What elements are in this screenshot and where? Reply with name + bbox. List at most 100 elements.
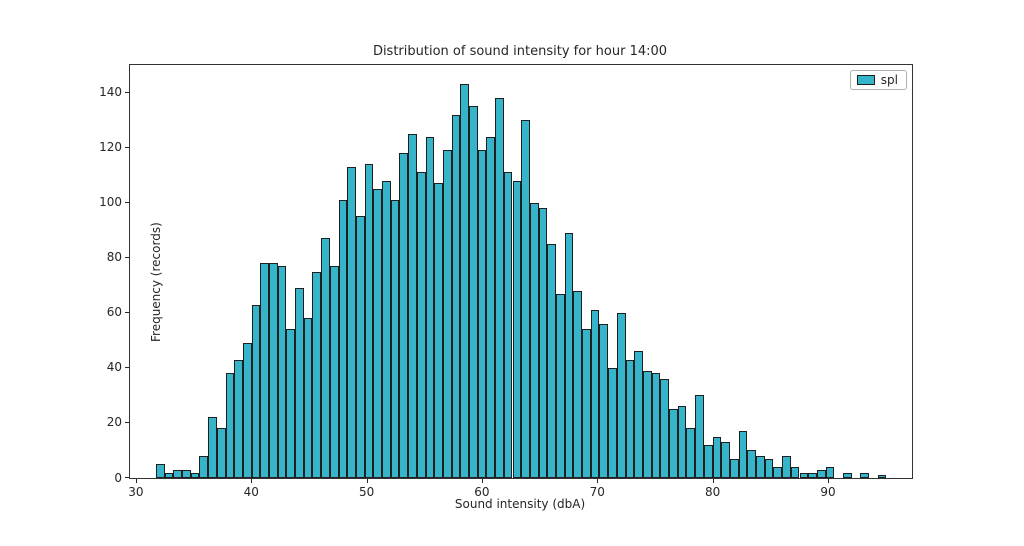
histogram-bar bbox=[355, 216, 365, 478]
histogram-bar bbox=[434, 183, 443, 478]
histogram-bar bbox=[234, 359, 243, 478]
x-tick-mark bbox=[366, 479, 368, 483]
histogram-bar bbox=[773, 467, 783, 478]
histogram-bar bbox=[242, 343, 252, 478]
histogram-bar bbox=[547, 243, 556, 478]
histogram-bar bbox=[529, 202, 539, 478]
histogram-bar bbox=[303, 318, 313, 478]
histogram-bar bbox=[469, 106, 478, 478]
histogram-bar bbox=[729, 458, 739, 478]
histogram-bar bbox=[860, 472, 870, 478]
histogram-bar bbox=[608, 367, 617, 478]
histogram-bar bbox=[738, 431, 748, 478]
x-tick-mark bbox=[712, 479, 714, 483]
y-tick-mark bbox=[125, 256, 129, 258]
y-tick-label: 120 bbox=[99, 140, 122, 155]
histogram-bar bbox=[677, 406, 687, 478]
histogram-bar bbox=[460, 84, 470, 478]
legend: spl bbox=[849, 70, 907, 90]
histogram-bar bbox=[625, 359, 635, 478]
histogram-bar bbox=[555, 293, 565, 478]
histogram-bar bbox=[669, 409, 678, 478]
histogram-bar bbox=[225, 373, 235, 478]
histogram-bar bbox=[808, 472, 817, 478]
histogram-bar bbox=[269, 263, 278, 478]
x-tick-mark bbox=[481, 479, 483, 483]
histogram-bar bbox=[503, 172, 513, 478]
histogram-bar bbox=[521, 120, 530, 478]
histogram-bar bbox=[477, 150, 487, 478]
histogram-bar bbox=[582, 329, 591, 478]
histogram-bar bbox=[286, 329, 296, 478]
x-axis-label: Sound intensity (dbA) bbox=[454, 497, 586, 511]
histogram-bar bbox=[495, 98, 504, 478]
histogram-bar bbox=[825, 467, 835, 478]
y-tick-label: 0 bbox=[114, 470, 122, 485]
y-tick-label: 60 bbox=[106, 305, 122, 320]
histogram-bar bbox=[703, 444, 713, 478]
histogram-bar bbox=[842, 472, 852, 478]
histogram-bar bbox=[182, 469, 191, 478]
histogram-bar bbox=[616, 312, 626, 478]
x-tick-label: 90 bbox=[820, 485, 836, 499]
histogram-bar bbox=[799, 472, 809, 478]
histogram-bar bbox=[642, 370, 652, 478]
histogram-bar bbox=[416, 172, 426, 478]
histogram-bar bbox=[764, 458, 774, 478]
histogram-bar bbox=[573, 290, 583, 478]
y-tick-mark bbox=[125, 91, 129, 93]
y-tick-mark bbox=[125, 421, 129, 423]
histogram-bar bbox=[347, 166, 356, 478]
histogram-bar bbox=[260, 263, 269, 478]
histogram-bar bbox=[712, 436, 722, 478]
y-tick-label: 80 bbox=[106, 250, 122, 265]
histogram-bar bbox=[329, 266, 339, 478]
histogram-bar bbox=[782, 455, 791, 478]
histogram-bar bbox=[538, 208, 548, 478]
y-tick-label: 40 bbox=[106, 360, 122, 375]
y-axis-label: Frequency (records) bbox=[148, 222, 163, 342]
y-tick-mark bbox=[125, 477, 129, 478]
legend-swatch-icon bbox=[856, 75, 875, 85]
histogram-bar bbox=[408, 133, 417, 478]
histogram-bar bbox=[190, 472, 200, 478]
y-tick-mark bbox=[125, 311, 129, 313]
histogram-bar bbox=[816, 469, 826, 478]
histogram-bar bbox=[399, 153, 409, 478]
histogram-bar bbox=[660, 378, 670, 478]
histogram-bar bbox=[155, 464, 165, 478]
histogram-bar bbox=[312, 271, 322, 478]
histogram-bars bbox=[130, 65, 912, 478]
histogram-bar bbox=[373, 188, 383, 478]
legend-label: spl bbox=[880, 73, 898, 87]
histogram-bar bbox=[747, 450, 756, 478]
x-tick-mark bbox=[597, 479, 599, 483]
y-tick-mark bbox=[125, 146, 129, 148]
histogram-bar bbox=[695, 395, 704, 478]
histogram-bar bbox=[251, 304, 261, 478]
histogram-bar bbox=[564, 232, 574, 478]
histogram-bar bbox=[756, 455, 765, 478]
histogram-bar bbox=[199, 455, 209, 478]
histogram-bar bbox=[173, 469, 183, 478]
x-tick-label: 70 bbox=[589, 485, 605, 499]
histogram-bar bbox=[512, 180, 522, 478]
histogram-bar bbox=[216, 428, 226, 478]
histogram-bar bbox=[442, 150, 452, 478]
y-tick-mark bbox=[125, 366, 129, 368]
y-tick-label: 140 bbox=[99, 85, 122, 100]
histogram-bar bbox=[634, 351, 643, 478]
histogram-bar bbox=[686, 428, 696, 478]
histogram-bar bbox=[877, 475, 887, 478]
x-tick-label: 30 bbox=[128, 485, 144, 499]
histogram-bar bbox=[390, 199, 400, 478]
histogram-bar bbox=[364, 164, 374, 478]
x-tick-label: 60 bbox=[474, 485, 490, 499]
x-tick-mark bbox=[828, 479, 829, 483]
histogram-bar bbox=[425, 136, 435, 478]
plot-area: spl Frequency (records) bbox=[129, 64, 913, 479]
histogram-bar bbox=[208, 417, 217, 478]
histogram-bar bbox=[382, 180, 391, 478]
histogram-bar bbox=[451, 114, 461, 478]
